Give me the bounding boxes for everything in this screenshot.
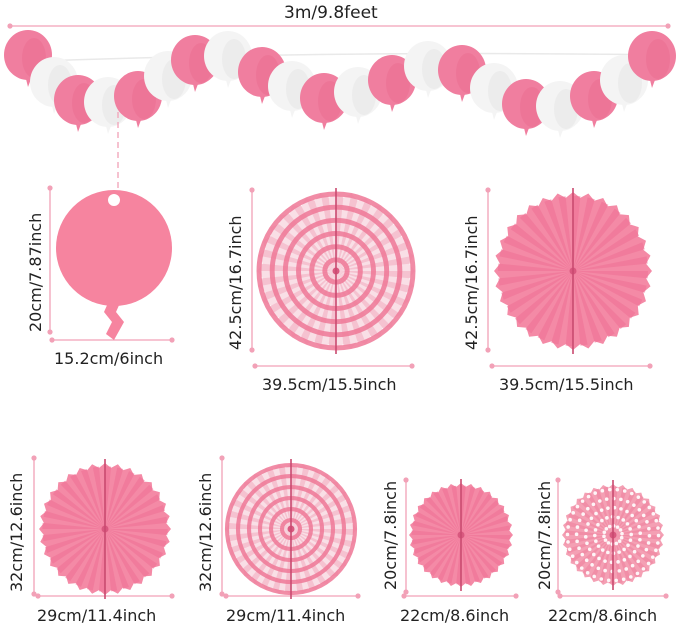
- fan-dotted-small-width-label: 22cm/8.6inch: [548, 606, 658, 625]
- fan-solid-large-height-label: 42.5cm/16.7inch: [462, 215, 481, 350]
- dimension-lines: [7, 23, 671, 599]
- fan-solid-medium-width-label: 29cm/11.4inch: [37, 606, 157, 625]
- garland-balloon: [502, 79, 550, 129]
- garland-length-label: 3m/9.8feet: [284, 3, 378, 23]
- fan-striped-large: [256, 188, 416, 354]
- fan-striped-medium-height-label: 32cm/12.6inch: [196, 472, 215, 592]
- balloon-garland: [4, 30, 676, 138]
- fan-solid-large-width-label: 39.5cm/15.5inch: [499, 375, 634, 394]
- fan-striped-medium: [224, 459, 358, 599]
- fan-striped-large-width-label: 39.5cm/15.5inch: [262, 375, 397, 394]
- fan-striped-medium-width-label: 29cm/11.4inch: [226, 606, 346, 625]
- fan-solid-medium-height-label: 32cm/12.6inch: [7, 472, 26, 592]
- fan-striped-large-height-label: 42.5cm/16.7inch: [226, 215, 245, 350]
- fan-solid-large: [494, 188, 652, 354]
- fan-dotted-small-height-label: 20cm/7.8inch: [535, 480, 554, 590]
- garland-balloon: [368, 55, 416, 105]
- balloon-width-label: 15.2cm/6inch: [54, 349, 164, 368]
- garland-balloon: [628, 31, 676, 81]
- balloon-card: [56, 190, 172, 340]
- fan-dotted-small: [562, 480, 664, 590]
- fan-solid-small-height-label: 20cm/7.8inch: [381, 480, 400, 590]
- balloon-height-label: 20cm/7.87inch: [26, 212, 45, 332]
- fan-solid-small: [409, 479, 513, 591]
- fan-solid-medium: [39, 459, 171, 599]
- fan-solid-small-width-label: 22cm/8.6inch: [400, 606, 510, 625]
